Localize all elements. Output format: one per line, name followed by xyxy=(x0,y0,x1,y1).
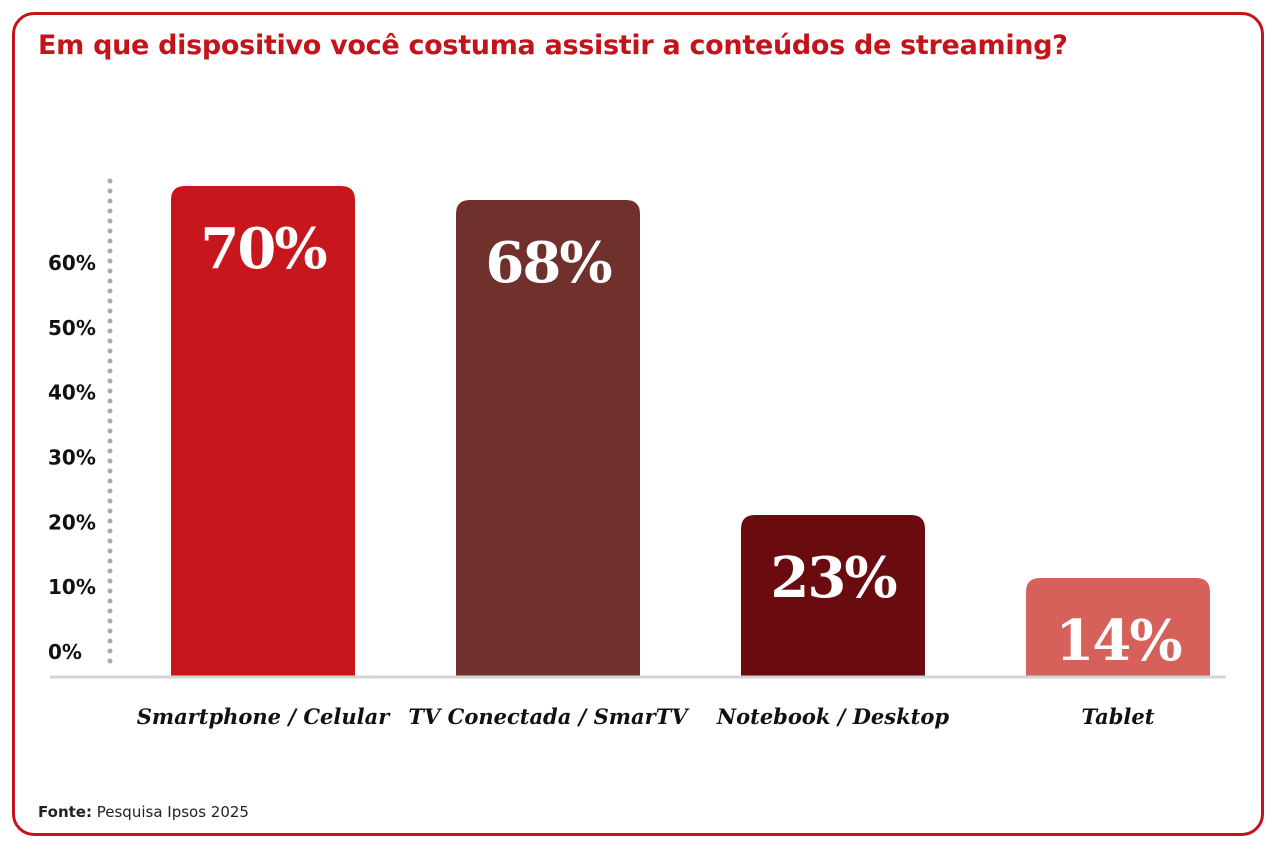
x-tick-label: Notebook / Desktop xyxy=(716,704,949,729)
bar xyxy=(456,200,640,676)
y-tick-label: 10% xyxy=(48,575,96,599)
y-tick-label: 20% xyxy=(48,510,96,534)
x-tick-label: Tablet xyxy=(1082,704,1155,729)
bar-value-label: 68% xyxy=(485,230,611,296)
bar-value-label: 14% xyxy=(1055,608,1181,674)
y-tick-label: 60% xyxy=(48,251,96,275)
x-tick-label: TV Conectada / SmarTV xyxy=(408,704,690,729)
source-label: Fonte: xyxy=(38,803,92,821)
bar xyxy=(741,515,925,676)
chart-title: Em que dispositivo você costuma assistir… xyxy=(38,30,1068,61)
source-text: Pesquisa Ipsos 2025 xyxy=(96,803,249,821)
bar-value-label: 70% xyxy=(200,216,326,282)
y-tick-label: 30% xyxy=(48,446,96,470)
y-tick-label: 50% xyxy=(48,316,96,340)
y-tick-label: 40% xyxy=(48,381,96,405)
y-tick-label: 0% xyxy=(48,640,82,664)
x-tick-label: Smartphone / Celular xyxy=(137,704,392,729)
source-note: Fonte: Pesquisa Ipsos 2025 xyxy=(38,803,249,821)
bar-value-label: 23% xyxy=(770,545,896,611)
bar xyxy=(1026,578,1210,676)
bar xyxy=(171,186,355,676)
